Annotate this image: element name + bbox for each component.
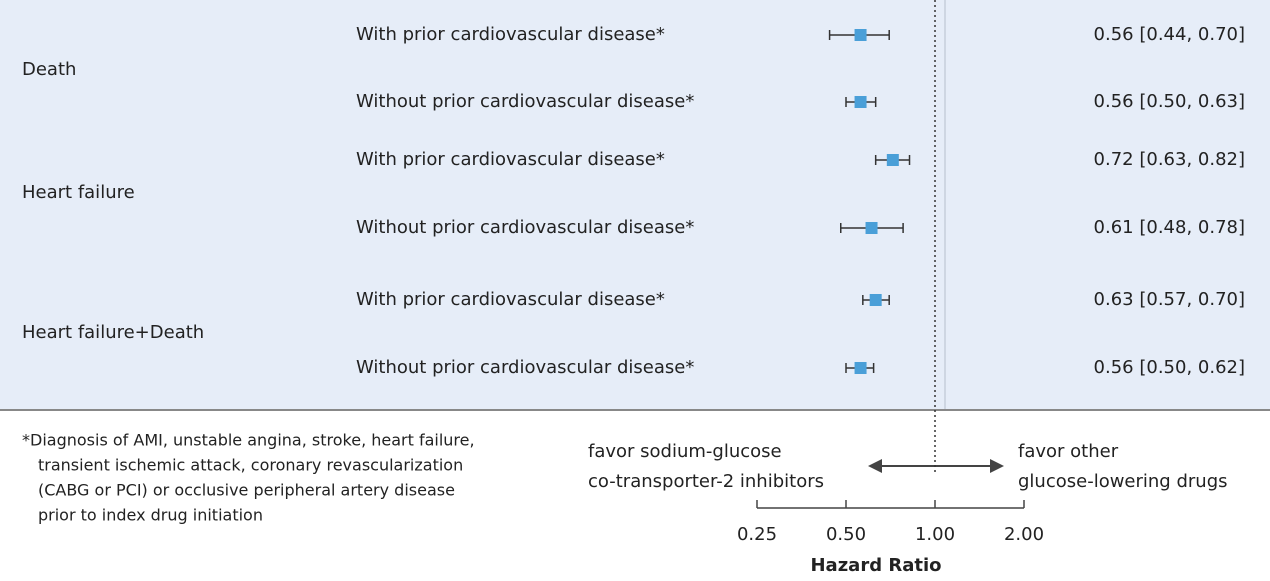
row-label: Without prior cardiovascular disease* <box>356 217 694 238</box>
value-label: 0.61 [0.48, 0.78] <box>1094 217 1245 238</box>
value-label: 0.56 [0.50, 0.62] <box>1094 357 1245 378</box>
x-tick-label: 0.50 <box>826 524 866 545</box>
value-label: 0.56 [0.44, 0.70] <box>1094 24 1245 45</box>
estimate-marker <box>854 29 867 41</box>
footnote: *Diagnosis of AMI, unstable angina, stro… <box>22 431 475 450</box>
left-annotation: favor sodium-glucose <box>588 441 782 462</box>
estimate-marker <box>886 154 899 166</box>
row-label: With prior cardiovascular disease* <box>356 149 665 170</box>
row-label: With prior cardiovascular disease* <box>356 289 665 310</box>
estimate-marker <box>865 222 878 234</box>
value-label: 0.72 [0.63, 0.82] <box>1094 149 1245 170</box>
x-tick-label: 2.00 <box>1004 524 1044 545</box>
panel <box>0 0 1270 410</box>
group-label: Heart failure <box>22 182 135 203</box>
value-label: 0.56 [0.50, 0.63] <box>1094 91 1245 112</box>
x-tick-label: 0.25 <box>737 524 777 545</box>
estimate-marker <box>854 96 867 108</box>
direction-arrow <box>868 459 1004 473</box>
right-annotation: glucose-lowering drugs <box>1018 471 1228 492</box>
row-label: With prior cardiovascular disease* <box>356 24 665 45</box>
row-label: Without prior cardiovascular disease* <box>356 91 694 112</box>
x-axis-label: Hazard Ratio <box>810 555 941 576</box>
left-annotation: co-transporter-2 inhibitors <box>588 471 824 492</box>
row-label: Without prior cardiovascular disease* <box>356 357 694 378</box>
value-label: 0.63 [0.57, 0.70] <box>1094 289 1245 310</box>
group-label: Heart failure+Death <box>22 322 204 343</box>
footnote: (CABG or PCI) or occlusive peripheral ar… <box>38 481 455 500</box>
estimate-marker <box>854 362 867 374</box>
footnote: transient ischemic attack, coronary reva… <box>38 456 463 475</box>
estimate-marker <box>869 294 882 306</box>
group-label: Death <box>22 59 76 80</box>
x-tick-label: 1.00 <box>915 524 955 545</box>
footnote: prior to index drug initiation <box>38 506 263 525</box>
right-annotation: favor other <box>1018 441 1119 462</box>
